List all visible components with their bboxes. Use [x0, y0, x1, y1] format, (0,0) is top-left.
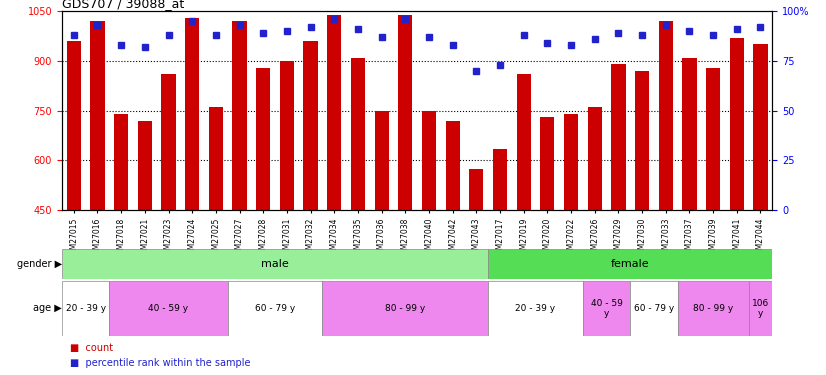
- Bar: [493, 149, 507, 210]
- Bar: [753, 44, 767, 210]
- Bar: [748, 281, 772, 336]
- Text: 40 - 59
y: 40 - 59 y: [591, 299, 623, 318]
- Bar: [587, 107, 602, 210]
- Bar: [611, 64, 625, 210]
- Bar: [658, 21, 673, 210]
- Text: 40 - 59 y: 40 - 59 y: [149, 304, 188, 313]
- Bar: [488, 249, 772, 279]
- Bar: [583, 281, 630, 336]
- Bar: [185, 18, 199, 210]
- Bar: [322, 281, 488, 336]
- Bar: [635, 71, 649, 210]
- Bar: [327, 15, 341, 210]
- Bar: [114, 114, 128, 210]
- Bar: [67, 41, 81, 210]
- Bar: [488, 281, 583, 336]
- Bar: [682, 58, 696, 210]
- Text: 60 - 79 y: 60 - 79 y: [634, 304, 674, 313]
- Text: 20 - 39 y: 20 - 39 y: [515, 304, 556, 313]
- Text: ■  count: ■ count: [70, 343, 113, 353]
- Bar: [677, 281, 748, 336]
- Bar: [729, 38, 744, 210]
- Bar: [469, 169, 483, 210]
- Text: 106
y: 106 y: [752, 299, 769, 318]
- Bar: [138, 120, 152, 210]
- Text: gender ▶: gender ▶: [17, 259, 62, 269]
- Text: 60 - 79 y: 60 - 79 y: [255, 304, 295, 313]
- Bar: [422, 111, 436, 210]
- Text: GDS707 / 39088_at: GDS707 / 39088_at: [62, 0, 184, 10]
- Text: male: male: [261, 259, 289, 269]
- Bar: [90, 21, 105, 210]
- Text: 20 - 39 y: 20 - 39 y: [65, 304, 106, 313]
- Bar: [445, 120, 460, 210]
- Text: ■  percentile rank within the sample: ■ percentile rank within the sample: [70, 358, 251, 368]
- Bar: [161, 74, 176, 210]
- Bar: [630, 281, 677, 336]
- Bar: [209, 107, 223, 210]
- Bar: [303, 41, 318, 210]
- Bar: [540, 117, 554, 210]
- Bar: [351, 58, 365, 210]
- Bar: [62, 281, 109, 336]
- Text: age ▶: age ▶: [33, 303, 62, 313]
- Bar: [516, 74, 531, 210]
- Bar: [280, 61, 294, 210]
- Bar: [256, 68, 270, 210]
- Text: female: female: [611, 259, 649, 269]
- Text: 80 - 99 y: 80 - 99 y: [693, 304, 733, 313]
- Bar: [706, 68, 720, 210]
- Bar: [398, 15, 412, 210]
- Bar: [109, 281, 228, 336]
- Bar: [228, 281, 322, 336]
- Text: 80 - 99 y: 80 - 99 y: [385, 304, 425, 313]
- Bar: [564, 114, 578, 210]
- Bar: [62, 249, 488, 279]
- Bar: [232, 21, 247, 210]
- Bar: [374, 111, 389, 210]
